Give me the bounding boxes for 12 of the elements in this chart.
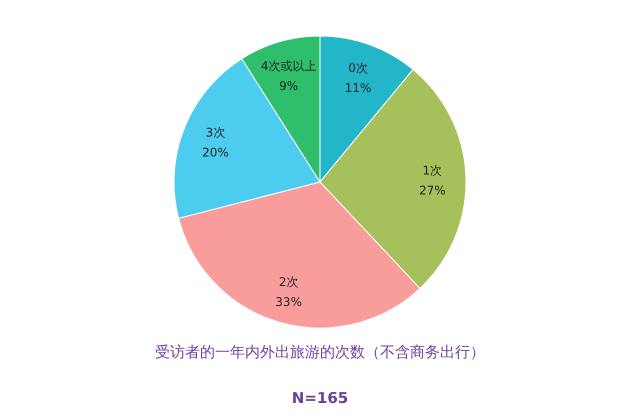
text: 受访者的一年内外出旅游的次数（不含商务出行） bbox=[155, 343, 485, 361]
slice-label: 3次 bbox=[206, 126, 226, 140]
data-label: 9% bbox=[279, 79, 298, 94]
data-label: 20% bbox=[202, 146, 229, 160]
slice-label: 1次 bbox=[422, 163, 442, 178]
slice-label: 2次 bbox=[278, 274, 298, 289]
slice-label: 4次或以上 bbox=[260, 59, 316, 74]
data-label: 11% bbox=[344, 81, 372, 96]
slice-label: 0次 bbox=[348, 61, 368, 76]
data-label: 27% bbox=[419, 183, 446, 198]
text: N=165 bbox=[292, 389, 348, 407]
data-label: 33% bbox=[275, 294, 302, 309]
